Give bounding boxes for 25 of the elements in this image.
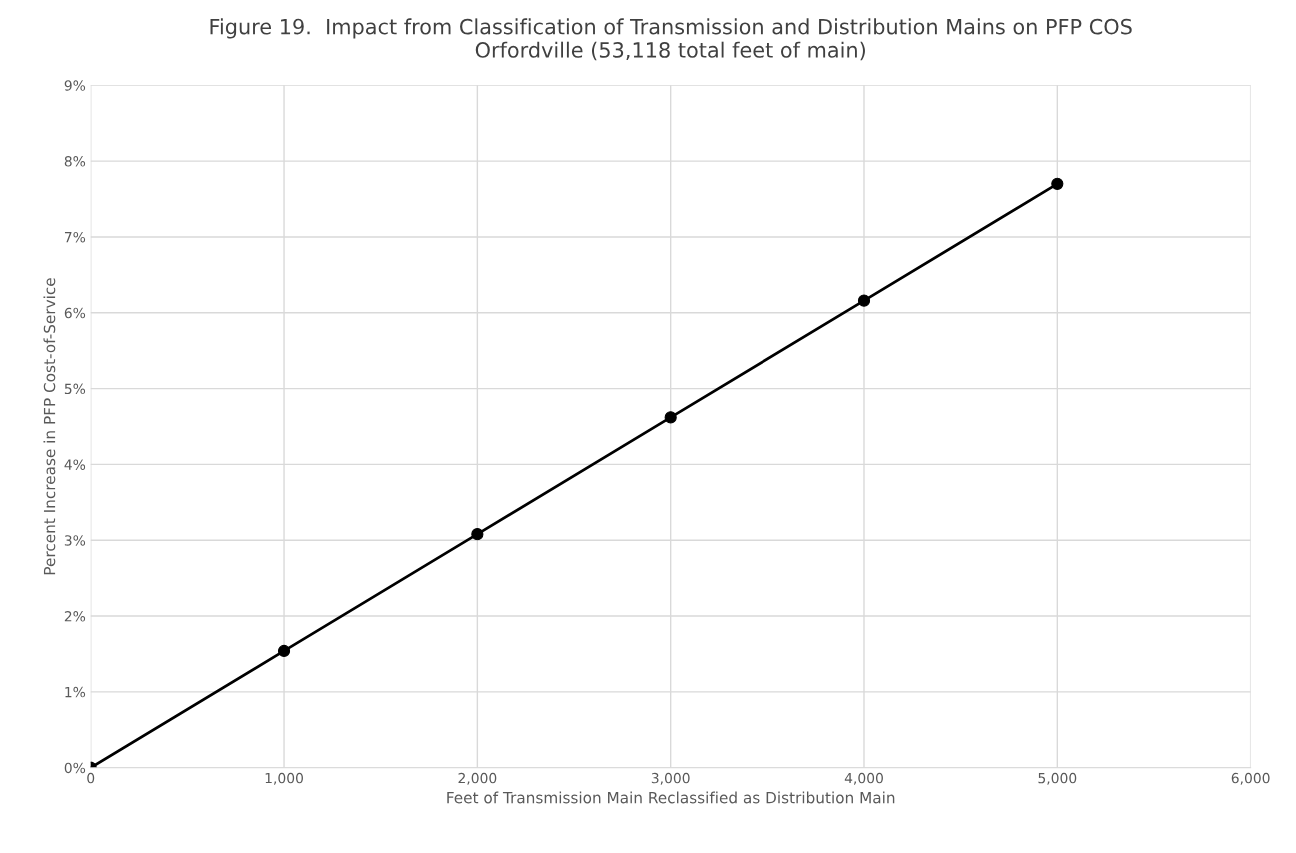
y-tick-label: 0% xyxy=(64,762,86,774)
x-tick-label: 6,000 xyxy=(1231,772,1270,785)
y-tick-label: 4% xyxy=(64,459,86,470)
y-tick-label: 8% xyxy=(64,156,86,167)
x-tick-label: 1,000 xyxy=(265,772,303,785)
x-tick-label: 5,000 xyxy=(1038,772,1077,785)
y-tick-label: 1% xyxy=(65,686,86,698)
point xyxy=(277,644,291,658)
x-tick-label: 4,000 xyxy=(844,772,883,785)
y-tick-label: 9% xyxy=(64,80,86,91)
chart-title: Figure 19. Impact from Classification of Transmission and Distribution Mains on PFP COS Orfordville (53,118 total feet of main) xyxy=(210,18,1132,61)
point xyxy=(857,294,871,307)
x-tick-label: 3,000 xyxy=(651,772,690,785)
y-tick-label: 7% xyxy=(64,231,86,243)
point xyxy=(471,528,484,541)
point xyxy=(664,411,677,424)
x-tick-label: 0 xyxy=(87,772,95,784)
y-tick-label: 2% xyxy=(64,611,86,622)
point xyxy=(1051,177,1064,190)
y-tick-label: 5% xyxy=(64,383,86,395)
x-tick-label: 2,000 xyxy=(458,772,497,785)
y-axis-title: Percent Increase in PFP Cost-of-Service xyxy=(43,278,56,575)
y-tick-label: 6% xyxy=(64,307,86,319)
y-tick-label: 3% xyxy=(64,535,86,546)
x-axis-title: Feet of Transmission Main Reclassified as Distribution Main xyxy=(447,791,895,804)
